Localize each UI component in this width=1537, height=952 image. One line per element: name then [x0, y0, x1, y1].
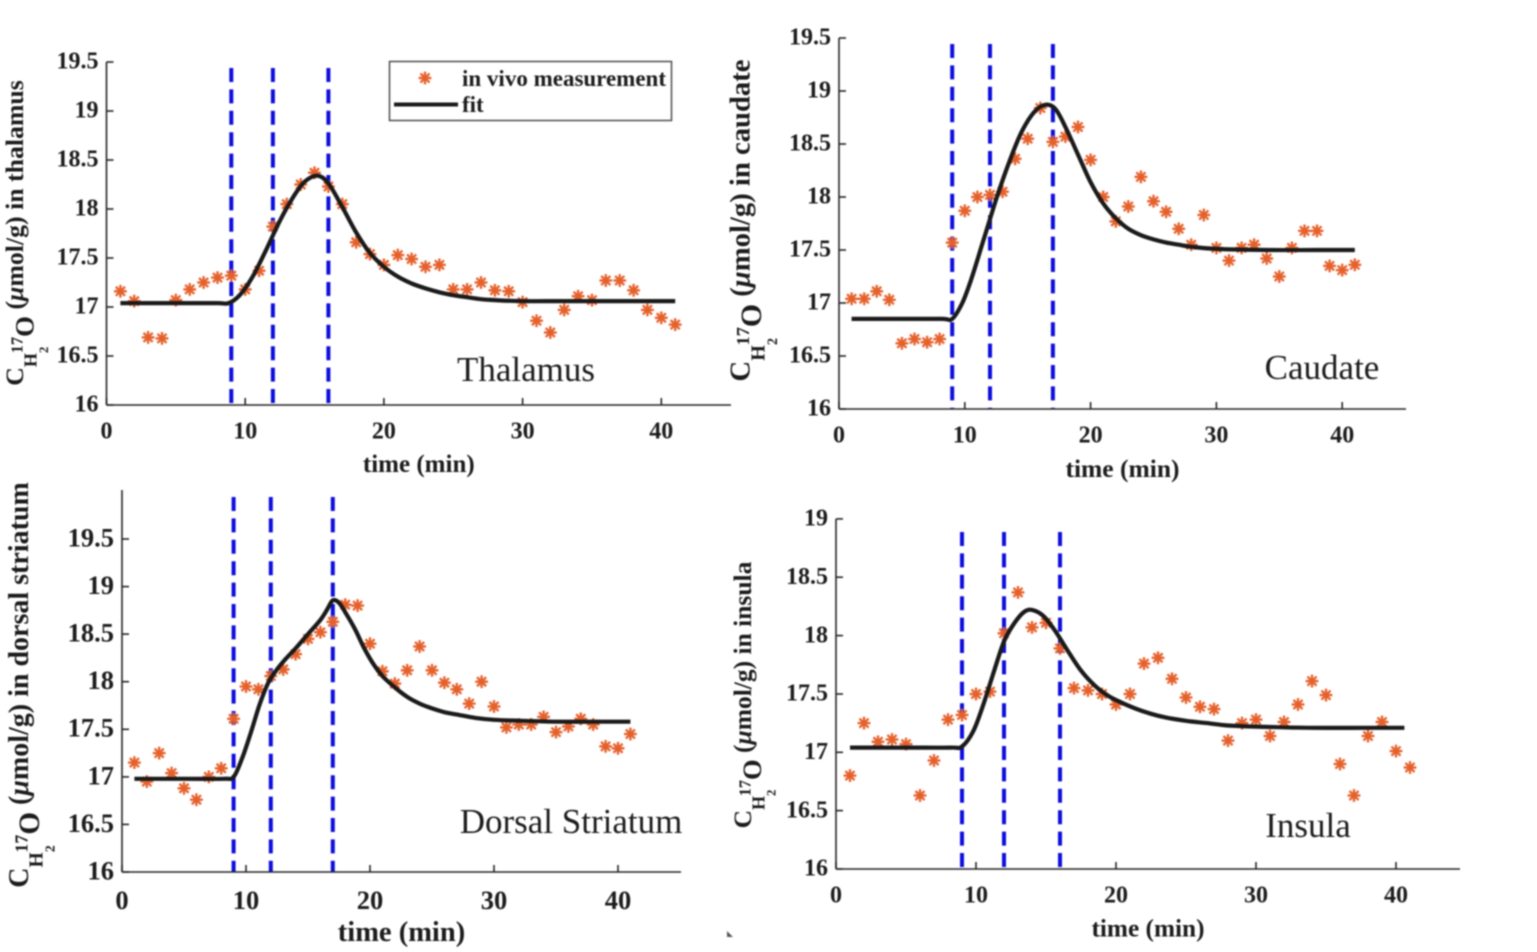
svg-text:19: 19: [88, 570, 115, 600]
svg-text:16.5: 16.5: [68, 808, 114, 838]
svg-text:17: 17: [804, 739, 828, 765]
svg-text:17.5: 17.5: [57, 245, 99, 271]
svg-text:17: 17: [75, 294, 99, 320]
svg-text:20: 20: [372, 419, 396, 445]
svg-text:time (min): time (min): [1065, 454, 1179, 483]
svg-text:18.5: 18.5: [789, 131, 831, 157]
svg-text:16: 16: [807, 396, 831, 422]
svg-text:16: 16: [88, 855, 115, 885]
svg-text:0: 0: [101, 419, 113, 445]
svg-text:16.5: 16.5: [789, 343, 831, 369]
svg-text:0: 0: [115, 885, 128, 915]
svg-text:20: 20: [357, 885, 384, 915]
svg-text:30: 30: [511, 419, 535, 445]
svg-text:40: 40: [649, 419, 673, 445]
svg-text:time (min): time (min): [363, 451, 475, 478]
svg-text:18: 18: [804, 622, 828, 648]
svg-text:10: 10: [233, 419, 257, 445]
svg-text:time (min): time (min): [1091, 915, 1204, 943]
svg-text:17: 17: [807, 290, 831, 316]
svg-text:19: 19: [807, 78, 831, 104]
svg-text:30: 30: [481, 885, 508, 915]
svg-text:fit: fit: [462, 92, 484, 117]
svg-text:17.5: 17.5: [789, 237, 831, 263]
svg-text:19.5: 19.5: [57, 49, 99, 75]
svg-text:19: 19: [804, 506, 828, 532]
svg-text:time (min): time (min): [338, 917, 465, 947]
svg-text:40: 40: [605, 885, 632, 915]
svg-text:10: 10: [233, 885, 260, 915]
svg-text:30: 30: [1244, 883, 1268, 909]
svg-text:18: 18: [75, 196, 99, 222]
svg-text:30: 30: [1204, 423, 1228, 449]
svg-text:17.5: 17.5: [786, 681, 828, 707]
svg-text:16: 16: [804, 856, 828, 882]
svg-text:16.5: 16.5: [786, 797, 828, 823]
svg-text:16.5: 16.5: [57, 343, 99, 369]
svg-text:in vivo measurement: in vivo measurement: [462, 66, 666, 91]
svg-text:18: 18: [807, 184, 831, 210]
svg-text:CH217O (μmol/g) in insula: CH217O (μmol/g) in insula: [728, 561, 778, 828]
svg-text:10: 10: [964, 883, 988, 909]
svg-text:0: 0: [830, 883, 842, 909]
svg-text:18: 18: [88, 665, 115, 695]
svg-text:17.5: 17.5: [68, 713, 114, 743]
svg-text:Thalamus: Thalamus: [457, 350, 595, 389]
svg-text:16: 16: [75, 392, 99, 418]
svg-text:17: 17: [88, 760, 115, 790]
svg-text:CH217O (μmol/g) in dorsal stri: CH217O (μmol/g) in dorsal striatum: [4, 482, 59, 888]
svg-text:19.5: 19.5: [68, 522, 114, 552]
svg-text:20: 20: [1079, 423, 1103, 449]
svg-text:19.5: 19.5: [789, 25, 831, 51]
svg-text:20: 20: [1104, 883, 1128, 909]
svg-text:40: 40: [1330, 423, 1354, 449]
svg-text:40: 40: [1384, 883, 1408, 909]
svg-text:Dorsal Striatum: Dorsal Striatum: [460, 802, 683, 841]
svg-text:18.5: 18.5: [68, 618, 114, 648]
svg-text:19: 19: [75, 98, 99, 124]
svg-text:18.5: 18.5: [786, 564, 828, 590]
svg-text:18.5: 18.5: [57, 147, 99, 173]
svg-text:0: 0: [833, 423, 845, 449]
svg-text:10: 10: [953, 423, 977, 449]
svg-text:CH217O (μmol/g) in thalamus: CH217O (μmol/g) in thalamus: [0, 80, 51, 386]
svg-text:Caudate: Caudate: [1265, 348, 1380, 387]
svg-text:CH217O (μmol/g) in caudate: CH217O (μmol/g) in caudate: [725, 60, 782, 382]
svg-text:Insula: Insula: [1265, 806, 1351, 845]
